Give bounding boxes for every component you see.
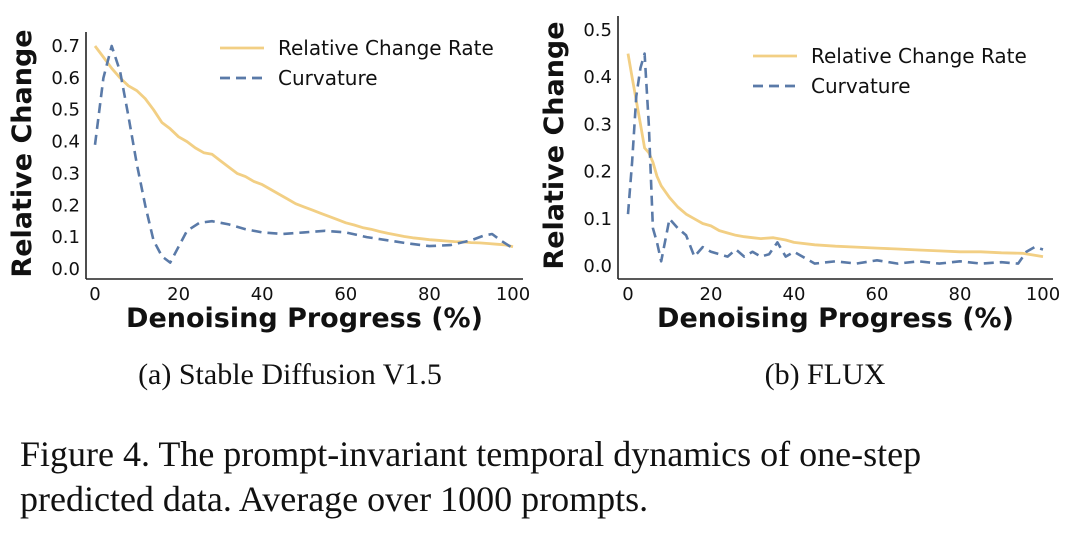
caption-line-1: Figure 4. The prompt-invariant temporal … — [20, 434, 922, 474]
figure-caption: Figure 4. The prompt-invariant temporal … — [20, 432, 1060, 522]
series-line-curvature — [626, 52, 1044, 265]
legend-label: Curvature — [811, 74, 911, 98]
y-tick-label: 0.2 — [51, 195, 80, 216]
x-tick-label: 80 — [949, 284, 972, 305]
y-tick-label: 0.6 — [51, 68, 80, 89]
y-tick-label: 0.1 — [51, 227, 80, 248]
subfigure-caption: (b) FLUX — [765, 358, 886, 391]
y-axis-label: Relative Change — [539, 21, 570, 269]
y-tick-label: 0.4 — [583, 67, 612, 88]
subfigure-caption: (a) Stable Diffusion V1.5 — [138, 358, 442, 391]
x-tick-label: 40 — [783, 284, 806, 305]
x-tick-label: 100 — [496, 284, 530, 305]
series-line-relative-change-rate — [93, 45, 514, 249]
series-line-curvature — [93, 44, 514, 264]
y-tick-label: 0.5 — [51, 100, 80, 121]
y-tick-label: 0.3 — [51, 163, 80, 184]
x-tick-label: 100 — [1026, 284, 1060, 305]
x-tick-label: 0 — [89, 284, 100, 305]
legend-label: Relative Change Rate — [278, 36, 494, 60]
caption-line-2: predicted data. Average over 1000 prompt… — [20, 479, 649, 519]
x-axis-label: Denoising Progress (%) — [657, 303, 1014, 334]
chart-flux: 0.0 0.1 0.2 0.3 0.4 0.5 0 20 40 60 80 100 Denoising … — [539, 16, 1060, 391]
x-tick-label: 20 — [167, 284, 190, 305]
x-tick-label: 20 — [700, 284, 723, 305]
y-tick-label: 0.4 — [51, 132, 80, 153]
x-tick-label: 60 — [866, 284, 889, 305]
legend-label: Relative Change Rate — [811, 44, 1027, 68]
y-tick-label: 0.7 — [51, 36, 80, 57]
y-tick-label: 0.5 — [583, 20, 612, 41]
x-axis-label: Denoising Progress (%) — [126, 303, 483, 334]
legend-label: Curvature — [278, 66, 378, 90]
y-tick-label: 0.0 — [51, 259, 80, 280]
y-axis-label: Relative Change — [7, 29, 38, 277]
y-tick-label: 0.3 — [583, 114, 612, 135]
x-tick-label: 40 — [251, 284, 274, 305]
y-tick-label: 0.0 — [583, 256, 612, 277]
y-tick-label: 0.2 — [583, 162, 612, 183]
chart-stable-diffusion: 0.0 0.1 0.2 0.3 0.4 0.5 0.6 0.7 0 20 40 60 80 100 Deno… — [7, 29, 530, 391]
x-tick-label: 60 — [334, 284, 357, 305]
series-line-relative-change-rate — [626, 53, 1044, 258]
x-tick-label: 80 — [418, 284, 441, 305]
x-tick-label: 0 — [622, 284, 633, 305]
y-tick-label: 0.1 — [583, 209, 612, 230]
